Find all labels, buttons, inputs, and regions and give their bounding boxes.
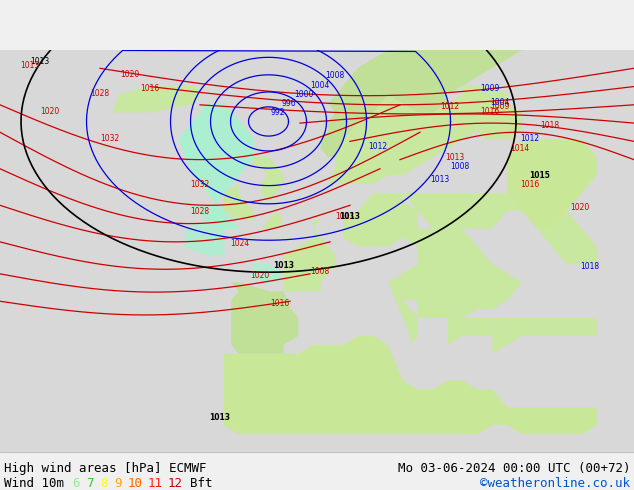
Text: 9: 9 xyxy=(114,477,122,490)
Text: 1004: 1004 xyxy=(490,98,510,107)
Polygon shape xyxy=(179,103,254,229)
Text: 1013: 1013 xyxy=(273,261,295,270)
Text: 1016: 1016 xyxy=(270,299,290,308)
Text: ©weatheronline.co.uk: ©weatheronline.co.uk xyxy=(480,477,630,490)
Text: 1013: 1013 xyxy=(335,212,354,221)
Text: 1012: 1012 xyxy=(521,134,540,144)
Polygon shape xyxy=(283,220,335,291)
Polygon shape xyxy=(186,220,224,255)
Text: 1013: 1013 xyxy=(445,153,465,162)
Polygon shape xyxy=(231,282,299,354)
Text: 11: 11 xyxy=(148,477,163,490)
Polygon shape xyxy=(448,318,492,345)
Text: 1024: 1024 xyxy=(230,240,250,248)
Polygon shape xyxy=(254,265,283,282)
Text: 12: 12 xyxy=(168,477,183,490)
Text: 10: 10 xyxy=(128,477,143,490)
Text: 1014: 1014 xyxy=(510,144,529,152)
Text: Mo 03-06-2024 00:00 UTC (00+72): Mo 03-06-2024 00:00 UTC (00+72) xyxy=(398,462,630,475)
Text: 1032: 1032 xyxy=(100,134,120,144)
Text: 996: 996 xyxy=(281,99,296,108)
Text: 1012: 1012 xyxy=(441,102,460,111)
Polygon shape xyxy=(0,50,634,452)
Text: High wind areas [hPa] ECMWF: High wind areas [hPa] ECMWF xyxy=(4,462,207,475)
Text: Wind 10m: Wind 10m xyxy=(4,477,64,490)
Polygon shape xyxy=(224,336,597,434)
Text: 1016: 1016 xyxy=(521,180,540,189)
Text: 1028: 1028 xyxy=(190,207,210,217)
Polygon shape xyxy=(462,86,522,139)
Polygon shape xyxy=(492,318,597,354)
Text: Bft: Bft xyxy=(190,477,212,490)
Polygon shape xyxy=(0,452,634,490)
Text: 1013: 1013 xyxy=(339,212,361,221)
Text: 7: 7 xyxy=(86,477,93,490)
Text: 1018: 1018 xyxy=(540,121,560,130)
Polygon shape xyxy=(224,184,254,220)
Text: 1020: 1020 xyxy=(250,271,269,280)
Text: 1020: 1020 xyxy=(571,203,590,212)
Polygon shape xyxy=(254,157,283,184)
Text: 1013: 1013 xyxy=(30,57,49,66)
Text: 1009: 1009 xyxy=(481,84,500,93)
Text: 1018: 1018 xyxy=(581,262,600,271)
Text: 1013: 1013 xyxy=(20,61,39,70)
Text: 1012: 1012 xyxy=(368,142,387,151)
Polygon shape xyxy=(328,86,507,184)
Text: 6: 6 xyxy=(72,477,79,490)
Text: 1032: 1032 xyxy=(190,180,210,189)
Polygon shape xyxy=(112,86,202,113)
Text: 1020: 1020 xyxy=(120,71,139,79)
Text: 1009: 1009 xyxy=(490,102,510,111)
Text: 1013: 1013 xyxy=(209,413,231,422)
Polygon shape xyxy=(388,229,522,318)
Text: 1028: 1028 xyxy=(91,89,110,98)
Text: 1020: 1020 xyxy=(41,107,60,116)
Text: 1004: 1004 xyxy=(310,81,329,90)
Text: 992: 992 xyxy=(270,108,285,117)
Text: 1016: 1016 xyxy=(481,107,500,116)
Text: 1000: 1000 xyxy=(294,90,313,99)
Polygon shape xyxy=(343,193,418,246)
Text: 1008: 1008 xyxy=(450,162,470,171)
Text: 1013: 1013 xyxy=(430,175,450,184)
Text: 1008: 1008 xyxy=(311,267,330,276)
Text: 8: 8 xyxy=(100,477,108,490)
Polygon shape xyxy=(0,32,149,50)
Text: 1016: 1016 xyxy=(140,84,160,93)
Polygon shape xyxy=(403,193,597,265)
Polygon shape xyxy=(321,41,522,157)
Text: 1015: 1015 xyxy=(529,171,550,180)
Polygon shape xyxy=(351,282,418,345)
Text: 1008: 1008 xyxy=(326,71,345,80)
Polygon shape xyxy=(507,139,597,229)
Polygon shape xyxy=(254,157,283,229)
